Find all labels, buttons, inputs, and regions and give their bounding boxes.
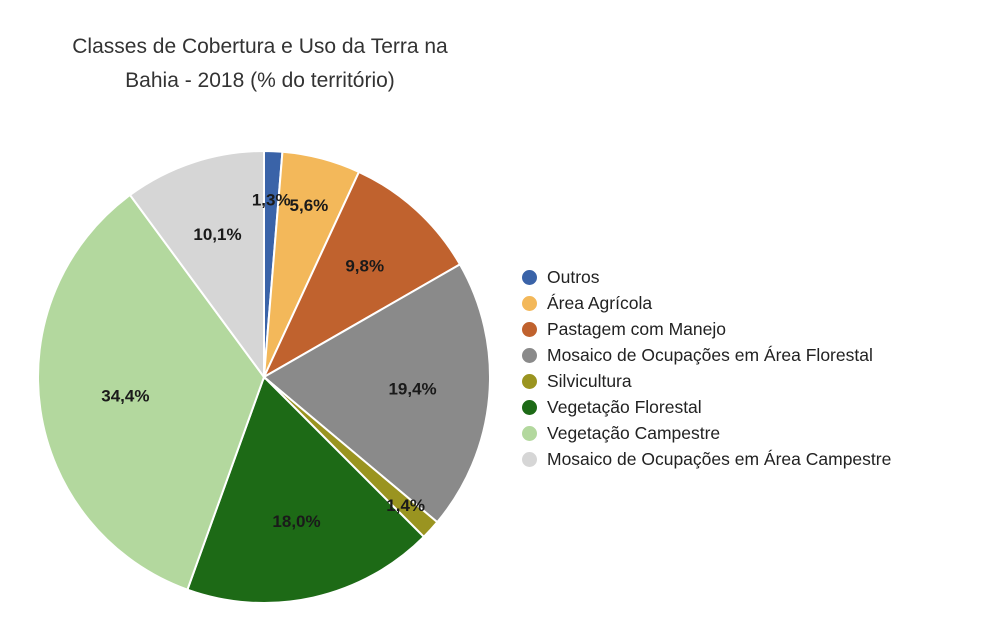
pie-slice-mosaico-de-ocupacoes-em-area-florestal <box>262 263 491 524</box>
legend-marker-mosaico-de-ocupacoes-em-area-florestal <box>522 347 537 363</box>
legend-marker-pastagem-com-manejo <box>522 321 537 337</box>
data-label-vegetacao-campestre: 34,4% <box>101 387 149 406</box>
data-label-mosaico-de-ocupacoes-em-area-campestre: 10,1% <box>193 225 241 244</box>
legend-item-outros: Outros <box>522 264 891 290</box>
chart-title: Classes de Cobertura e Uso da Terra na B… <box>10 30 510 98</box>
legend-marker-mosaico-de-ocupacoes-em-area-campestre <box>522 451 537 467</box>
legend-marker-vegetacao-campestre <box>522 425 537 441</box>
data-label-area-agricola: 5,6% <box>290 196 329 215</box>
legend: Outros Área Agrícola Pastagem com Manejo Mo… <box>522 264 891 472</box>
chart-title-line-1: Classes de Cobertura e Uso da Terra na <box>72 35 448 58</box>
legend-label-outros: Outros <box>547 266 600 287</box>
legend-label-area-agricola: Área Agrícola <box>547 292 653 313</box>
legend-marker-silvicultura <box>522 373 537 389</box>
data-label-silvicultura: 1,4% <box>386 496 425 515</box>
legend-item-area-agricola: Área Agrícola <box>522 290 891 316</box>
legend-label-vegetacao-florestal: Vegetação Florestal <box>547 396 702 417</box>
pie-slice-pastagem-com-manejo <box>261 170 462 380</box>
legend-item-mosaico-de-ocupacoes-em-area-florestal: Mosaico de Ocupações em Área Florestal <box>522 342 891 368</box>
legend-item-vegetacao-florestal: Vegetação Florestal <box>522 394 891 420</box>
chart-title-line-2: Bahia - 2018 (% do território) <box>125 69 395 92</box>
pie-slice-vegetacao-florestal <box>186 375 426 604</box>
legend-label-silvicultura: Silvicultura <box>547 370 632 391</box>
legend-item-vegetacao-campestre: Vegetação Campestre <box>522 420 891 446</box>
data-label-outros: 1,3% <box>252 190 291 209</box>
legend-label-vegetacao-campestre: Vegetação Campestre <box>547 422 721 443</box>
legend-marker-vegetacao-florestal <box>522 399 537 415</box>
legend-item-pastagem-com-manejo: Pastagem com Manejo <box>522 316 891 342</box>
data-label-mosaico-de-ocupacoes-em-area-florestal: 19,4% <box>388 380 436 399</box>
legend-item-mosaico-de-ocupacoes-em-area-campestre: Mosaico de Ocupações em Área Campestre <box>522 446 891 472</box>
legend-marker-area-agricola <box>522 295 537 311</box>
legend-label-mosaico-de-ocupacoes-em-area-florestal: Mosaico de Ocupações em Área Florestal <box>547 344 873 365</box>
pie-slice-vegetacao-campestre <box>37 193 266 591</box>
legend-label-mosaico-de-ocupacoes-em-area-campestre: Mosaico de Ocupações em Área Campestre <box>547 448 892 469</box>
data-label-vegetacao-florestal: 18,0% <box>272 512 320 531</box>
pie-slice-mosaico-de-ocupacoes-em-area-campestre <box>128 149 265 381</box>
data-label-pastagem-com-manejo: 9,8% <box>345 256 384 275</box>
legend-label-pastagem-com-manejo: Pastagem com Manejo <box>547 318 726 339</box>
legend-item-silvicultura: Silvicultura <box>522 368 891 394</box>
legend-marker-outros <box>522 269 537 285</box>
